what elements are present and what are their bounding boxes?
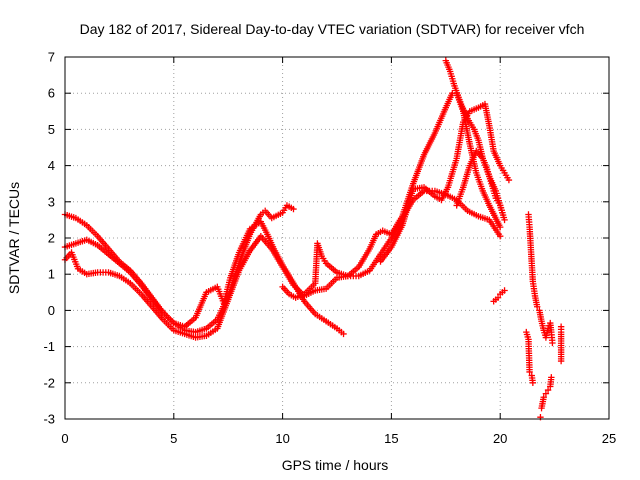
- y-tick-label: 6: [48, 86, 55, 101]
- y-tick-label: 7: [48, 50, 55, 65]
- data-point: [497, 232, 504, 240]
- y-tick-label: 1: [48, 267, 55, 282]
- series-track-g: [453, 147, 508, 224]
- chart-title: Day 182 of 2017, Sidereal Day-to-day VTE…: [80, 21, 585, 37]
- data-point: [526, 368, 533, 376]
- data-points: [61, 57, 565, 421]
- x-tick-label: 10: [275, 431, 289, 446]
- x-tick-label: 5: [170, 431, 177, 446]
- y-tick-label: 3: [48, 194, 55, 209]
- series-segment-h: [490, 287, 508, 305]
- series-segment-j: [523, 328, 537, 386]
- y-tick-label: -2: [43, 375, 55, 390]
- data-point: [290, 205, 297, 213]
- data-point: [529, 379, 537, 386]
- y-tick-label: -3: [43, 412, 55, 427]
- data-point: [501, 216, 508, 224]
- data-point: [533, 303, 541, 310]
- series-segment-k: [538, 374, 555, 412]
- y-tick-label: 5: [48, 122, 55, 137]
- data-point: [544, 386, 552, 394]
- x-tick-label: 15: [384, 431, 398, 446]
- data-point: [501, 287, 508, 294]
- x-tick-label: 20: [493, 431, 507, 446]
- series-segment-l: [537, 323, 565, 421]
- y-axis-label: SDTVAR / TECUs: [6, 182, 22, 294]
- data-point: [540, 394, 547, 401]
- axis-ticks: 0 5 10 15 20 25 -3 -2 -1 0 1 2 3 4 5 6 7: [43, 50, 616, 447]
- y-tick-label: 2: [48, 231, 55, 246]
- series-segment-i: [525, 211, 556, 347]
- data-point: [542, 390, 550, 397]
- data-point: [549, 339, 556, 347]
- data-point: [557, 357, 565, 365]
- series-track-e: [377, 100, 513, 265]
- y-tick-label: -1: [43, 339, 55, 354]
- y-tick-label: 4: [48, 158, 55, 173]
- data-point: [494, 294, 502, 301]
- plot-frame: [64, 56, 610, 420]
- data-point: [505, 176, 513, 184]
- x-tick-label: 0: [61, 431, 68, 446]
- data-point: [340, 330, 347, 338]
- x-axis-label: GPS time / hours: [282, 457, 389, 473]
- y-tick-label: 0: [48, 303, 55, 318]
- data-point: [497, 223, 504, 231]
- x-tick-label: 25: [602, 431, 616, 446]
- data-point: [548, 374, 555, 381]
